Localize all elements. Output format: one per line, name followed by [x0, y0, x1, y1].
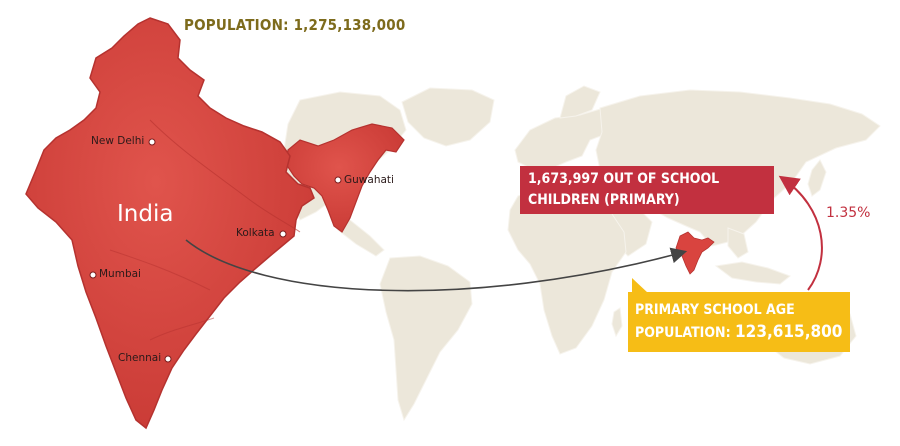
madagascar-shape [611, 307, 623, 338]
city-label-mumbai: Mumbai [99, 268, 141, 280]
indonesia-shape [714, 261, 792, 285]
primary-school-age-line1: PRIMARY SCHOOL AGE [635, 302, 795, 318]
city-label-kolkata: Kolkata [236, 227, 275, 239]
city-label-guwahati: Guwahati [344, 174, 394, 186]
city-markers [89, 138, 342, 363]
india-shape [25, 17, 315, 430]
out-of-school-box: 1,673,997 OUT OF SCHOOL CHILDREN (PRIMAR… [520, 166, 774, 214]
india-label: India [117, 201, 174, 227]
kolkata-marker [279, 230, 287, 238]
new-delhi-marker [148, 138, 156, 146]
out-of-school-text1: OUT OF SCHOOL [603, 171, 720, 187]
primary-school-age-line2: POPULATION: 123,615,800 [635, 321, 850, 344]
northeast-india-shape [285, 123, 405, 233]
population-title: POPULATION: 1,275,138,000 [184, 16, 405, 34]
guwahati-marker [334, 176, 342, 184]
percentage-label: 1.35% [826, 205, 871, 221]
mumbai-marker [89, 271, 97, 279]
primary-school-age-label: POPULATION: [635, 325, 731, 341]
sea-shape [727, 227, 749, 259]
south-america-shape [379, 255, 473, 422]
chennai-marker [164, 355, 172, 363]
greenland-shape [401, 87, 495, 147]
city-label-chennai: Chennai [118, 352, 162, 364]
yellow-box-tail [632, 278, 648, 293]
population-label: POPULATION: [184, 16, 289, 34]
out-of-school-line1: 1,673,997 OUT OF SCHOOL [528, 169, 774, 190]
connector-curve [185, 239, 688, 292]
city-label-new-delhi: New Delhi [91, 135, 145, 147]
percentage-arrow [778, 175, 823, 291]
primary-school-age-box: PRIMARY SCHOOL AGE POPULATION: 123,615,8… [628, 292, 850, 352]
out-of-school-text2: CHILDREN (PRIMARY) [528, 192, 680, 208]
population-value: 1,275,138,000 [293, 16, 406, 34]
scandinavia-shape [559, 85, 601, 119]
japan-shape [807, 159, 827, 197]
primary-school-age-value: 123,615,800 [735, 322, 843, 342]
out-of-school-value: 1,673,997 [528, 171, 599, 187]
